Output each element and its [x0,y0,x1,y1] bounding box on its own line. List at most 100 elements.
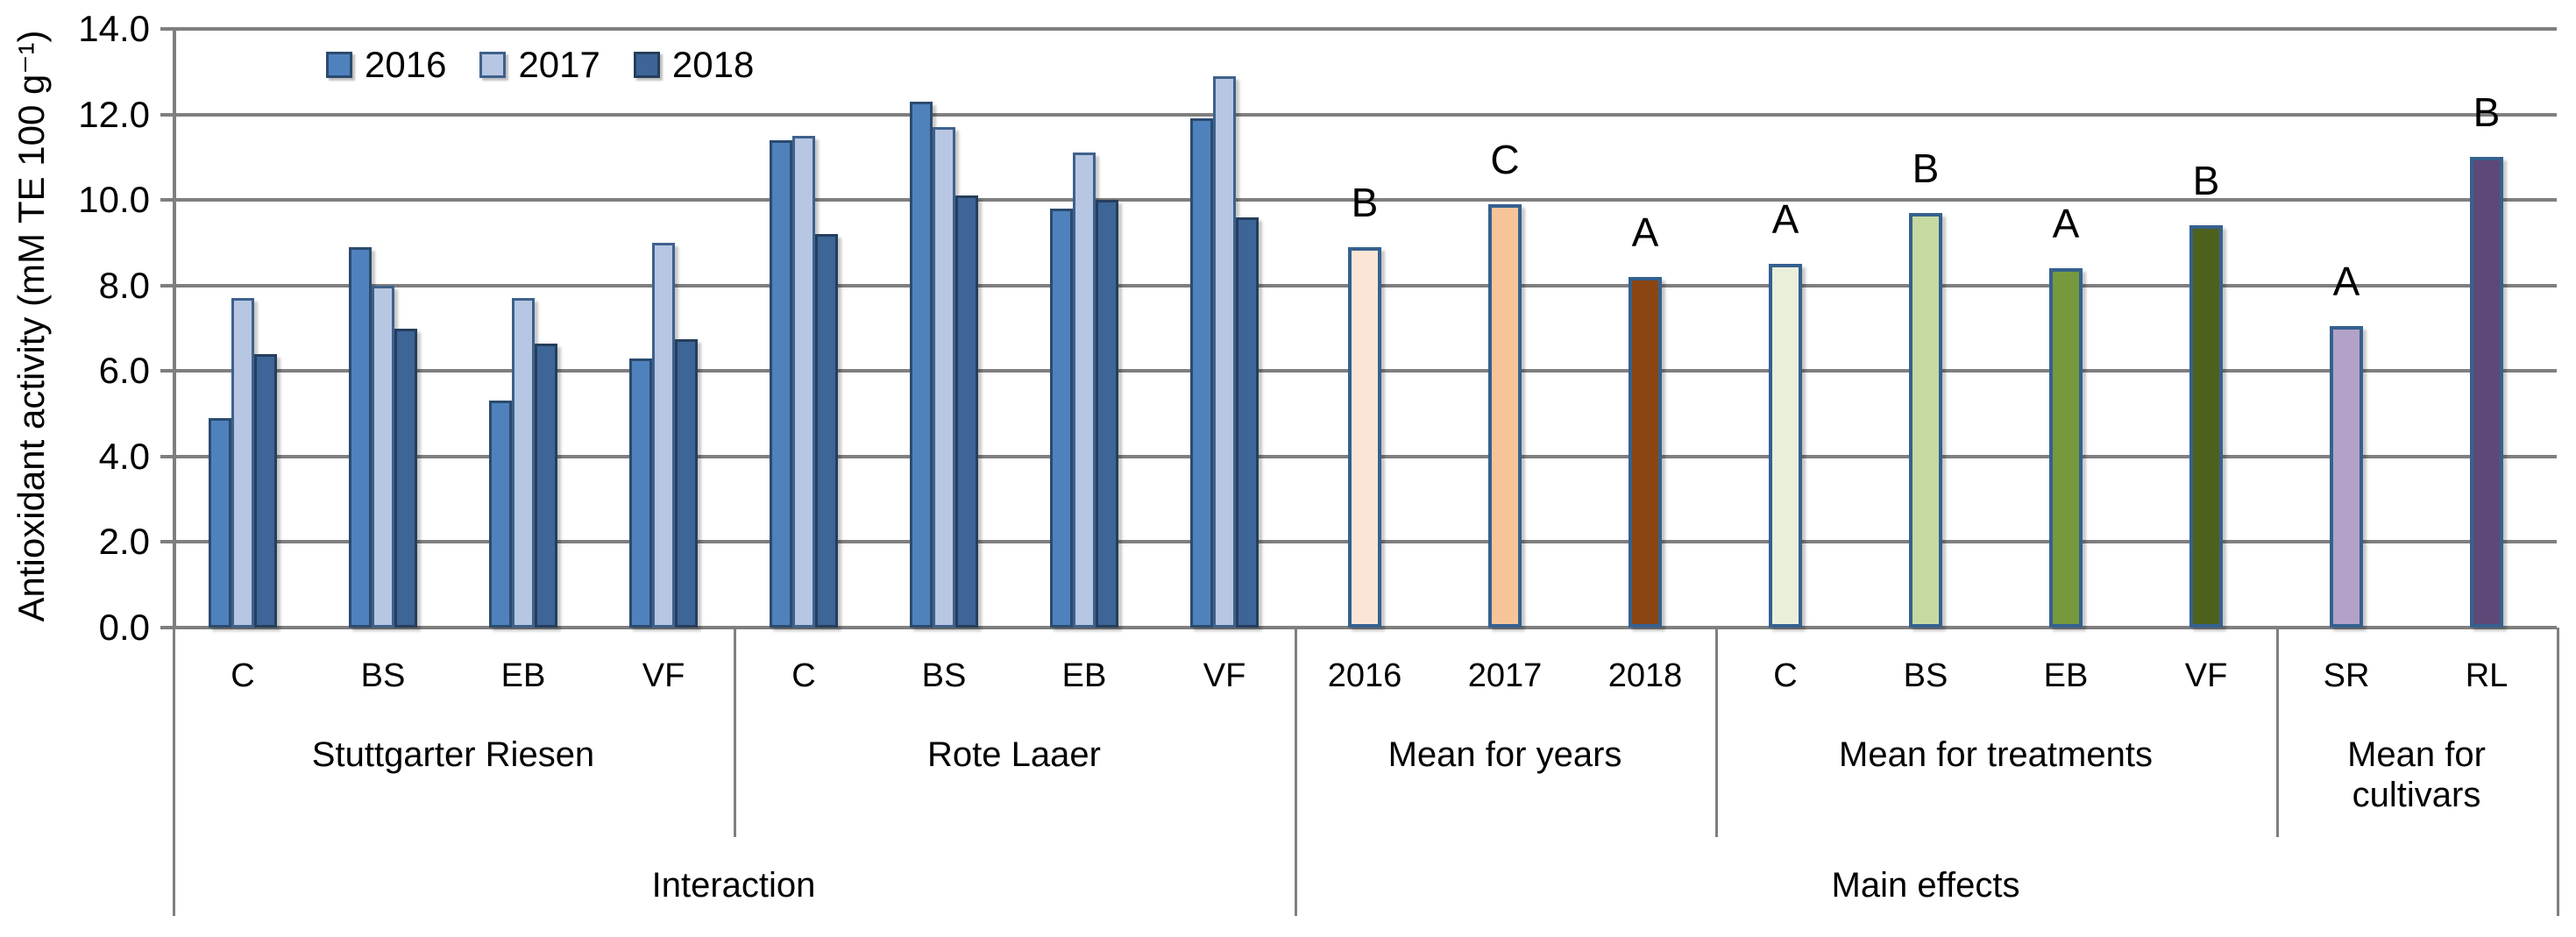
category-label: BS [1903,657,1948,694]
category-label: 2016 [1327,657,1402,694]
axis-separator [734,628,736,837]
bar-stuttgarter-riesen-VF-2016 [629,358,652,628]
bar-mean-for-cultivars-SR [2330,326,2363,628]
legend-label: 2017 [518,44,600,85]
y-axis-line [173,29,176,628]
axis-separator [1295,628,1297,916]
bar-stuttgarter-riesen-BS-2018 [394,328,417,628]
category-label: EB [1061,657,1107,694]
category-label: VF [642,657,685,694]
gridline [173,198,2557,202]
bar-rote-laaer-C-2016 [770,139,792,628]
bar-stuttgarter-riesen-C-2018 [254,353,277,628]
bar-rote-laaer-BS-2016 [910,101,933,628]
section-name-label: Stuttgarter Riesen [311,735,595,774]
gridline [173,626,2557,629]
category-label: 2018 [1607,657,1683,694]
bar-rote-laaer-EB-2017 [1073,153,1096,628]
bar-mean-for-years-2016 [1348,246,1381,628]
bar-stuttgarter-riesen-C-2017 [231,298,254,628]
category-label: C [231,657,255,694]
bar-rote-laaer-EB-2018 [1096,200,1118,628]
legend-swatch-icon [326,52,352,78]
axis-separator [2557,628,2559,916]
category-label: C [791,657,816,694]
bar-rote-laaer-C-2018 [815,234,838,628]
y-axis-tick [160,454,173,458]
bar-rote-laaer-BS-2017 [933,127,955,628]
category-label: BS [360,657,406,694]
legend-label: 2018 [671,44,755,85]
category-label: SR [2323,657,2370,694]
legend-item-2018: 2018 [633,44,755,86]
significance-letter: B [1351,179,1379,225]
category-label: EB [2043,657,2089,694]
axis-separator [2276,628,2279,837]
y-axis-tick [160,27,173,31]
axis-separator [1715,628,1718,837]
y-axis-tick [160,540,173,544]
bar-rote-laaer-C-2017 [792,135,815,628]
bar-mean-for-treatments-VF [2189,225,2223,628]
bar-stuttgarter-riesen-EB-2017 [512,298,535,628]
axis-group-label: Main effects [1831,866,2020,905]
y-axis-tick [160,112,173,117]
y-tick-label: 6.0 [98,350,150,392]
category-label: EB [500,657,546,694]
category-label: BS [921,657,967,694]
y-tick-label: 4.0 [98,435,150,477]
legend-label: 2016 [365,44,447,85]
significance-letter: B [1912,145,1940,191]
bar-rote-laaer-BS-2018 [955,195,978,628]
bar-stuttgarter-riesen-BS-2016 [349,246,372,628]
significance-letter: B [2192,158,2220,204]
significance-letter: A [2332,259,2360,305]
y-axis-tick [160,369,173,373]
bar-rote-laaer-EB-2016 [1050,208,1073,628]
category-label: VF [1203,657,1246,694]
bar-stuttgarter-riesen-VF-2017 [652,242,675,628]
y-tick-label: 10.0 [78,179,150,221]
category-label: 2017 [1467,657,1543,694]
category-label: RL [2465,657,2509,694]
y-axis-tick [160,626,173,629]
bar-rote-laaer-VF-2016 [1190,118,1213,628]
significance-letter: A [1771,196,1799,243]
bar-stuttgarter-riesen-BS-2017 [372,285,394,628]
section-name-label: Mean for treatments [1839,735,2153,774]
gridline [173,27,2557,31]
bar-rote-laaer-VF-2018 [1236,217,1259,628]
legend-item-2016: 2016 [326,44,446,86]
legend-swatch-icon [633,52,660,78]
y-tick-label: 8.0 [98,264,150,306]
bar-mean-for-treatments-C [1769,264,1802,628]
y-tick-label: 14.0 [78,8,150,49]
bar-stuttgarter-riesen-EB-2016 [489,401,512,628]
significance-letter: C [1490,137,1520,183]
category-label: VF [2184,657,2228,694]
category-label: C [1773,657,1798,694]
bar-stuttgarter-riesen-C-2016 [209,417,231,628]
bar-rote-laaer-VF-2017 [1213,75,1236,628]
legend-item-2017: 2017 [479,44,600,86]
significance-letter: B [2473,89,2501,136]
y-axis-tick [160,198,173,202]
axis-group-label: Interaction [651,866,816,905]
gridline [173,112,2557,117]
bar-mean-for-treatments-BS [1909,212,1942,628]
bar-mean-for-treatments-EB [2049,268,2083,628]
section-name-label: Mean for cultivars [2347,735,2486,814]
significance-letter: A [1631,209,1659,255]
bar-mean-for-years-2018 [1629,276,1662,628]
axis-separator [173,628,175,916]
y-tick-label: 12.0 [78,93,150,135]
section-name-label: Mean for years [1387,735,1622,774]
legend: 2016 2017 2018 [326,44,787,86]
bar-stuttgarter-riesen-EB-2018 [535,343,557,628]
section-name-label: Rote Laaer [927,735,1101,774]
y-tick-label: 0.0 [98,607,150,648]
bar-mean-for-cultivars-RL [2470,157,2503,628]
bar-mean-for-years-2017 [1488,204,1522,628]
y-axis-tick [160,283,173,287]
